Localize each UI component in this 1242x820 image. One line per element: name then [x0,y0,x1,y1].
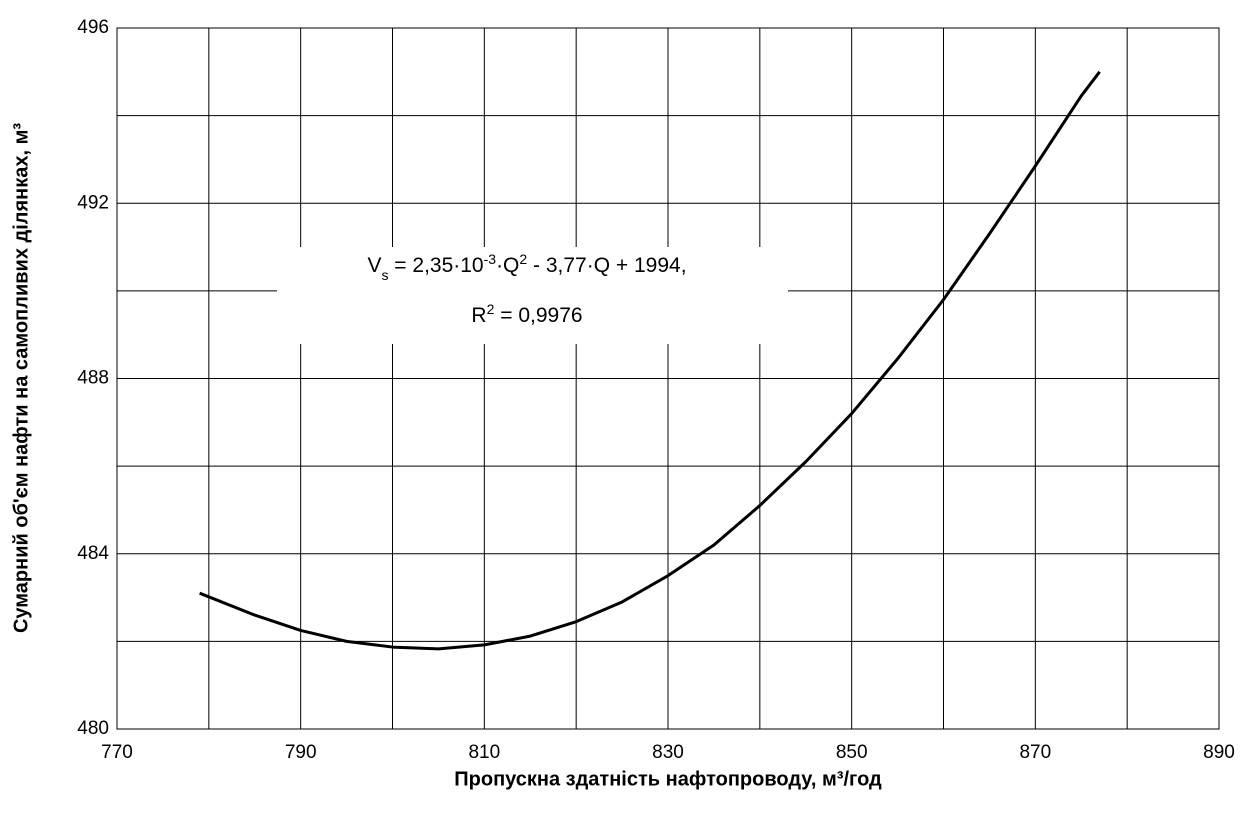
x-tick-label: 810 [468,742,500,763]
annotation-part: ·Q [496,254,519,277]
y-tick-label: 492 [77,192,109,213]
annotation-part: = 0,9976 [494,304,582,327]
y-axis-label: Сумарний об'єм нафти на самопливих ділян… [10,123,32,633]
x-axis-label: Пропускна здатність нафтопроводу, м³/год [454,768,882,790]
x-tick-label: 790 [285,742,317,763]
annotation-part: V [367,254,381,277]
annotation-part: - 3,77·Q + 1994, [527,254,686,277]
y-tick-label: 488 [77,368,109,389]
annotation-part: -3 [484,251,497,267]
y-tick-label: 484 [77,543,109,564]
x-tick-label: 850 [836,742,868,763]
y-tick-label: 496 [77,17,109,38]
annotation-part: R [471,304,486,327]
annotation: Vs = 2,35·10-3·Q2 - 3,77·Q + 1994,R2 = 0… [367,251,686,327]
x-tick-label: 870 [1019,742,1051,763]
series [199,70,1101,651]
annotation-part: = 2,35·10 [388,254,483,277]
annotation-box [277,247,788,344]
annotation-part: 2 [519,251,527,267]
annotation-part: 2 [487,301,495,317]
x-tick-label: 830 [652,742,684,763]
annotation-line: Vs = 2,35·10-3·Q2 - 3,77·Q + 1994, [367,251,686,283]
y-tick-label: 480 [77,718,109,739]
x-tick-label: 890 [1203,742,1235,763]
plot-frame [116,27,1220,730]
data-line [199,70,1101,651]
annotation-part: s [381,267,388,283]
x-tick-label: 770 [101,742,133,763]
annotation-line: R2 = 0,9976 [471,301,582,327]
